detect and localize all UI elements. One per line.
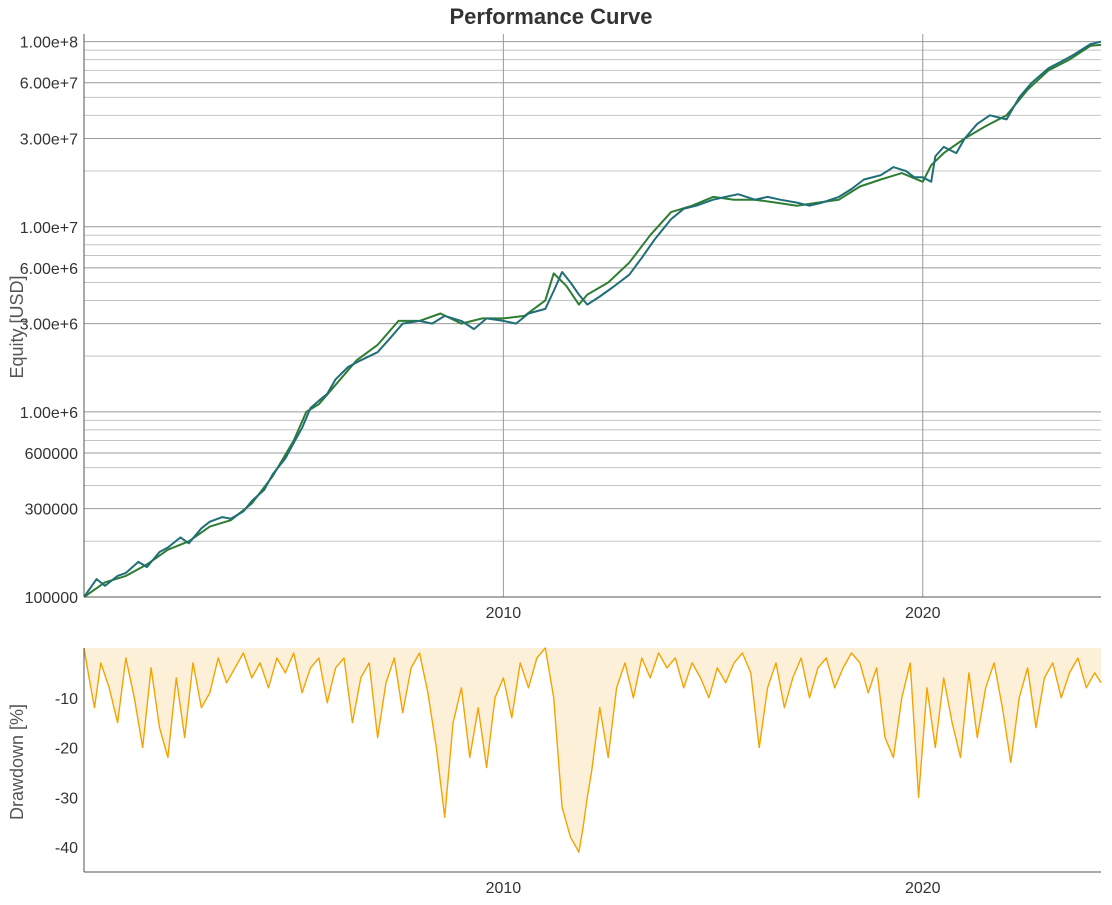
drawdown-y-tick-label: -10	[55, 691, 78, 708]
drawdown-x-tick-label: 2020	[905, 880, 941, 897]
equity-y-tick-label: 100000	[25, 590, 78, 607]
equity-y-tick-label: 3.00e+7	[20, 131, 78, 148]
chart-title: Performance Curve	[450, 4, 653, 29]
equity-x-tick-labels: 2010 2020	[486, 605, 941, 622]
equity-y-tick-label: 6.00e+7	[20, 76, 78, 93]
equity-y-tick-label: 1.00e+8	[20, 35, 78, 52]
equity-x-tick-label: 2020	[905, 605, 941, 622]
drawdown-fill-area	[84, 648, 1101, 853]
drawdown-line	[83, 647, 1102, 853]
equity-y-tick-label: 1.00e+7	[20, 220, 78, 237]
equity-y-tick-label: 300000	[25, 502, 78, 519]
equity-y-tick-label: 3.00e+6	[20, 317, 78, 334]
drawdown-x-tick-labels: 2010 2020	[486, 880, 941, 897]
drawdown-area-group	[83, 647, 1102, 853]
equity-y-tick-label: 600000	[25, 446, 78, 463]
drawdown-y-tick-label: -20	[55, 741, 78, 758]
equity-x-tick-label: 2010	[486, 605, 522, 622]
equity-series-line-2	[83, 40, 1102, 598]
equity-gridlines	[84, 34, 1101, 597]
equity-series-group	[83, 40, 1102, 598]
drawdown-x-tick-label: 2010	[486, 880, 522, 897]
drawdown-y-tick-label: -40	[55, 840, 78, 857]
equity-y-axis-label: Equity [USD]	[7, 275, 27, 378]
equity-y-tick-label: 1.00e+6	[20, 405, 78, 422]
equity-y-tick-label: 6.00e+6	[20, 261, 78, 278]
drawdown-y-tick-label: -30	[55, 790, 78, 807]
equity-y-tick-labels: 100000 300000 600000 1.00e+6 3.00e+6 6.00e+6 1…	[20, 35, 78, 607]
equity-series-line-1	[83, 43, 1102, 598]
drawdown-y-axis-label: Drawdown [%]	[7, 704, 27, 820]
drawdown-y-tick-labels: -10 -20 -30 -40	[55, 691, 78, 857]
